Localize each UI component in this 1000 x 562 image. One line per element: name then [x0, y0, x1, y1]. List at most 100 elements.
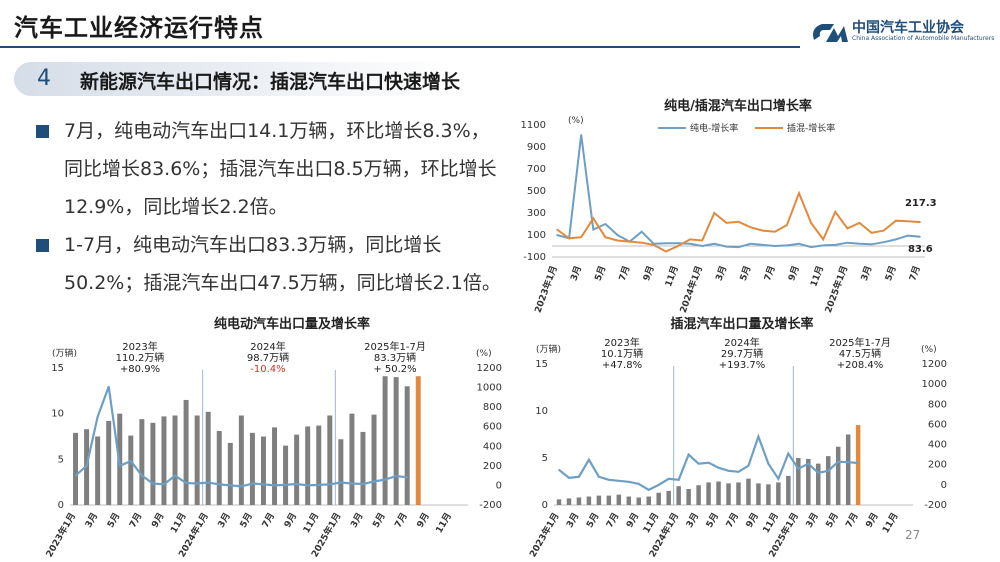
data-point — [817, 471, 820, 474]
annotation-growth: +193.7% — [719, 360, 766, 371]
data-point — [240, 485, 243, 488]
x-tick-label: 5月 — [704, 511, 721, 530]
x-tick-label: 7月 — [127, 511, 144, 530]
data-point — [568, 237, 570, 240]
section-number: 4 — [37, 66, 51, 91]
x-tick-label: 11月 — [808, 264, 826, 288]
bar — [706, 482, 711, 505]
data-point — [578, 476, 580, 478]
data-point — [556, 234, 558, 236]
bar — [393, 377, 399, 505]
data-point — [558, 468, 560, 471]
bar — [746, 478, 751, 505]
data-point — [810, 246, 812, 248]
data-point — [284, 484, 287, 486]
data-point — [737, 246, 740, 248]
data-point — [141, 474, 143, 477]
bar — [194, 415, 200, 505]
data-point — [882, 241, 885, 243]
data-point — [701, 239, 703, 242]
data-point — [858, 222, 861, 224]
bar — [95, 436, 101, 505]
caam-logo-icon — [813, 24, 848, 42]
bar — [596, 495, 602, 505]
annotation-bev-last: 83.6 — [908, 244, 933, 255]
logo-subtext: China Association of Automobile Manufact… — [852, 35, 995, 42]
data-point — [919, 236, 921, 238]
data-point — [757, 435, 760, 438]
bar — [294, 434, 300, 505]
y-axis-unit: (%) — [568, 116, 584, 126]
data-point — [713, 243, 716, 245]
left-tick-label: 0 — [58, 500, 64, 511]
bar — [260, 436, 266, 505]
data-point — [373, 480, 375, 483]
data-point — [640, 241, 643, 244]
data-point — [687, 453, 690, 456]
data-point — [588, 458, 590, 461]
y-tick-label: 500 — [527, 186, 546, 197]
right-tick-label: 800 — [928, 399, 947, 410]
right-tick-label: 800 — [483, 402, 502, 413]
bar — [128, 435, 134, 505]
data-point — [185, 482, 187, 484]
left-tick-label: 5 — [542, 453, 548, 464]
data-point — [653, 244, 655, 246]
left-axis-unit: (万辆) — [52, 347, 77, 359]
data-point — [251, 482, 254, 485]
data-point — [822, 238, 824, 241]
x-tick-label: 9月 — [415, 511, 432, 530]
bar — [845, 434, 851, 505]
annotation-period: 2024年 — [724, 336, 759, 349]
data-point — [713, 212, 716, 214]
y-tick-label: 100 — [527, 230, 546, 241]
x-tick-label: 11月 — [663, 264, 681, 288]
growth-line — [558, 433, 859, 492]
annotation-growth: -10.4% — [250, 364, 285, 375]
x-tick-label: 3月 — [83, 511, 100, 530]
data-point — [689, 243, 691, 245]
data-point — [907, 234, 909, 237]
annotation-growth: +80.9% — [120, 364, 160, 375]
data-point — [592, 228, 595, 231]
data-point — [689, 238, 691, 241]
bar — [106, 420, 112, 505]
data-point — [834, 211, 837, 213]
bar — [776, 482, 781, 505]
data-point — [665, 242, 667, 245]
x-tick-label: 2025年1月 — [822, 264, 850, 314]
x-tick-label: 2024年1月 — [646, 511, 681, 560]
data-point — [598, 476, 600, 478]
data-point — [786, 244, 788, 247]
section-banner — [14, 62, 454, 96]
left-axis-unit: (万辆) — [536, 343, 561, 355]
data-point — [749, 226, 752, 229]
data-point — [774, 230, 776, 233]
bar — [656, 492, 661, 505]
data-point — [362, 483, 364, 485]
bar — [150, 422, 156, 505]
x-tick-label: 9月 — [149, 511, 166, 530]
data-point — [218, 483, 221, 486]
data-point — [798, 243, 800, 245]
data-point — [74, 474, 77, 477]
bar — [626, 496, 632, 505]
chart-title: 插混汽车出口量及增长率 — [670, 316, 813, 332]
bar — [327, 415, 333, 505]
y-tick-label: 900 — [527, 142, 546, 153]
annotation-period: 2025年1-7月 — [364, 340, 426, 353]
data-point — [857, 462, 859, 464]
right-tick-label: 0 — [496, 480, 502, 491]
data-point — [667, 478, 670, 480]
left-tick-label: 10 — [51, 409, 64, 420]
data-point — [273, 484, 276, 487]
x-tick-label: 2024年1月 — [677, 264, 705, 314]
data-point — [737, 470, 740, 473]
right-tick-label: 400 — [928, 440, 947, 451]
bar — [305, 426, 311, 505]
bar — [73, 432, 79, 505]
header-divider — [0, 46, 800, 48]
right-tick-label: -200 — [479, 500, 502, 511]
bar — [172, 415, 178, 505]
right-axis-unit: (%) — [921, 345, 937, 355]
